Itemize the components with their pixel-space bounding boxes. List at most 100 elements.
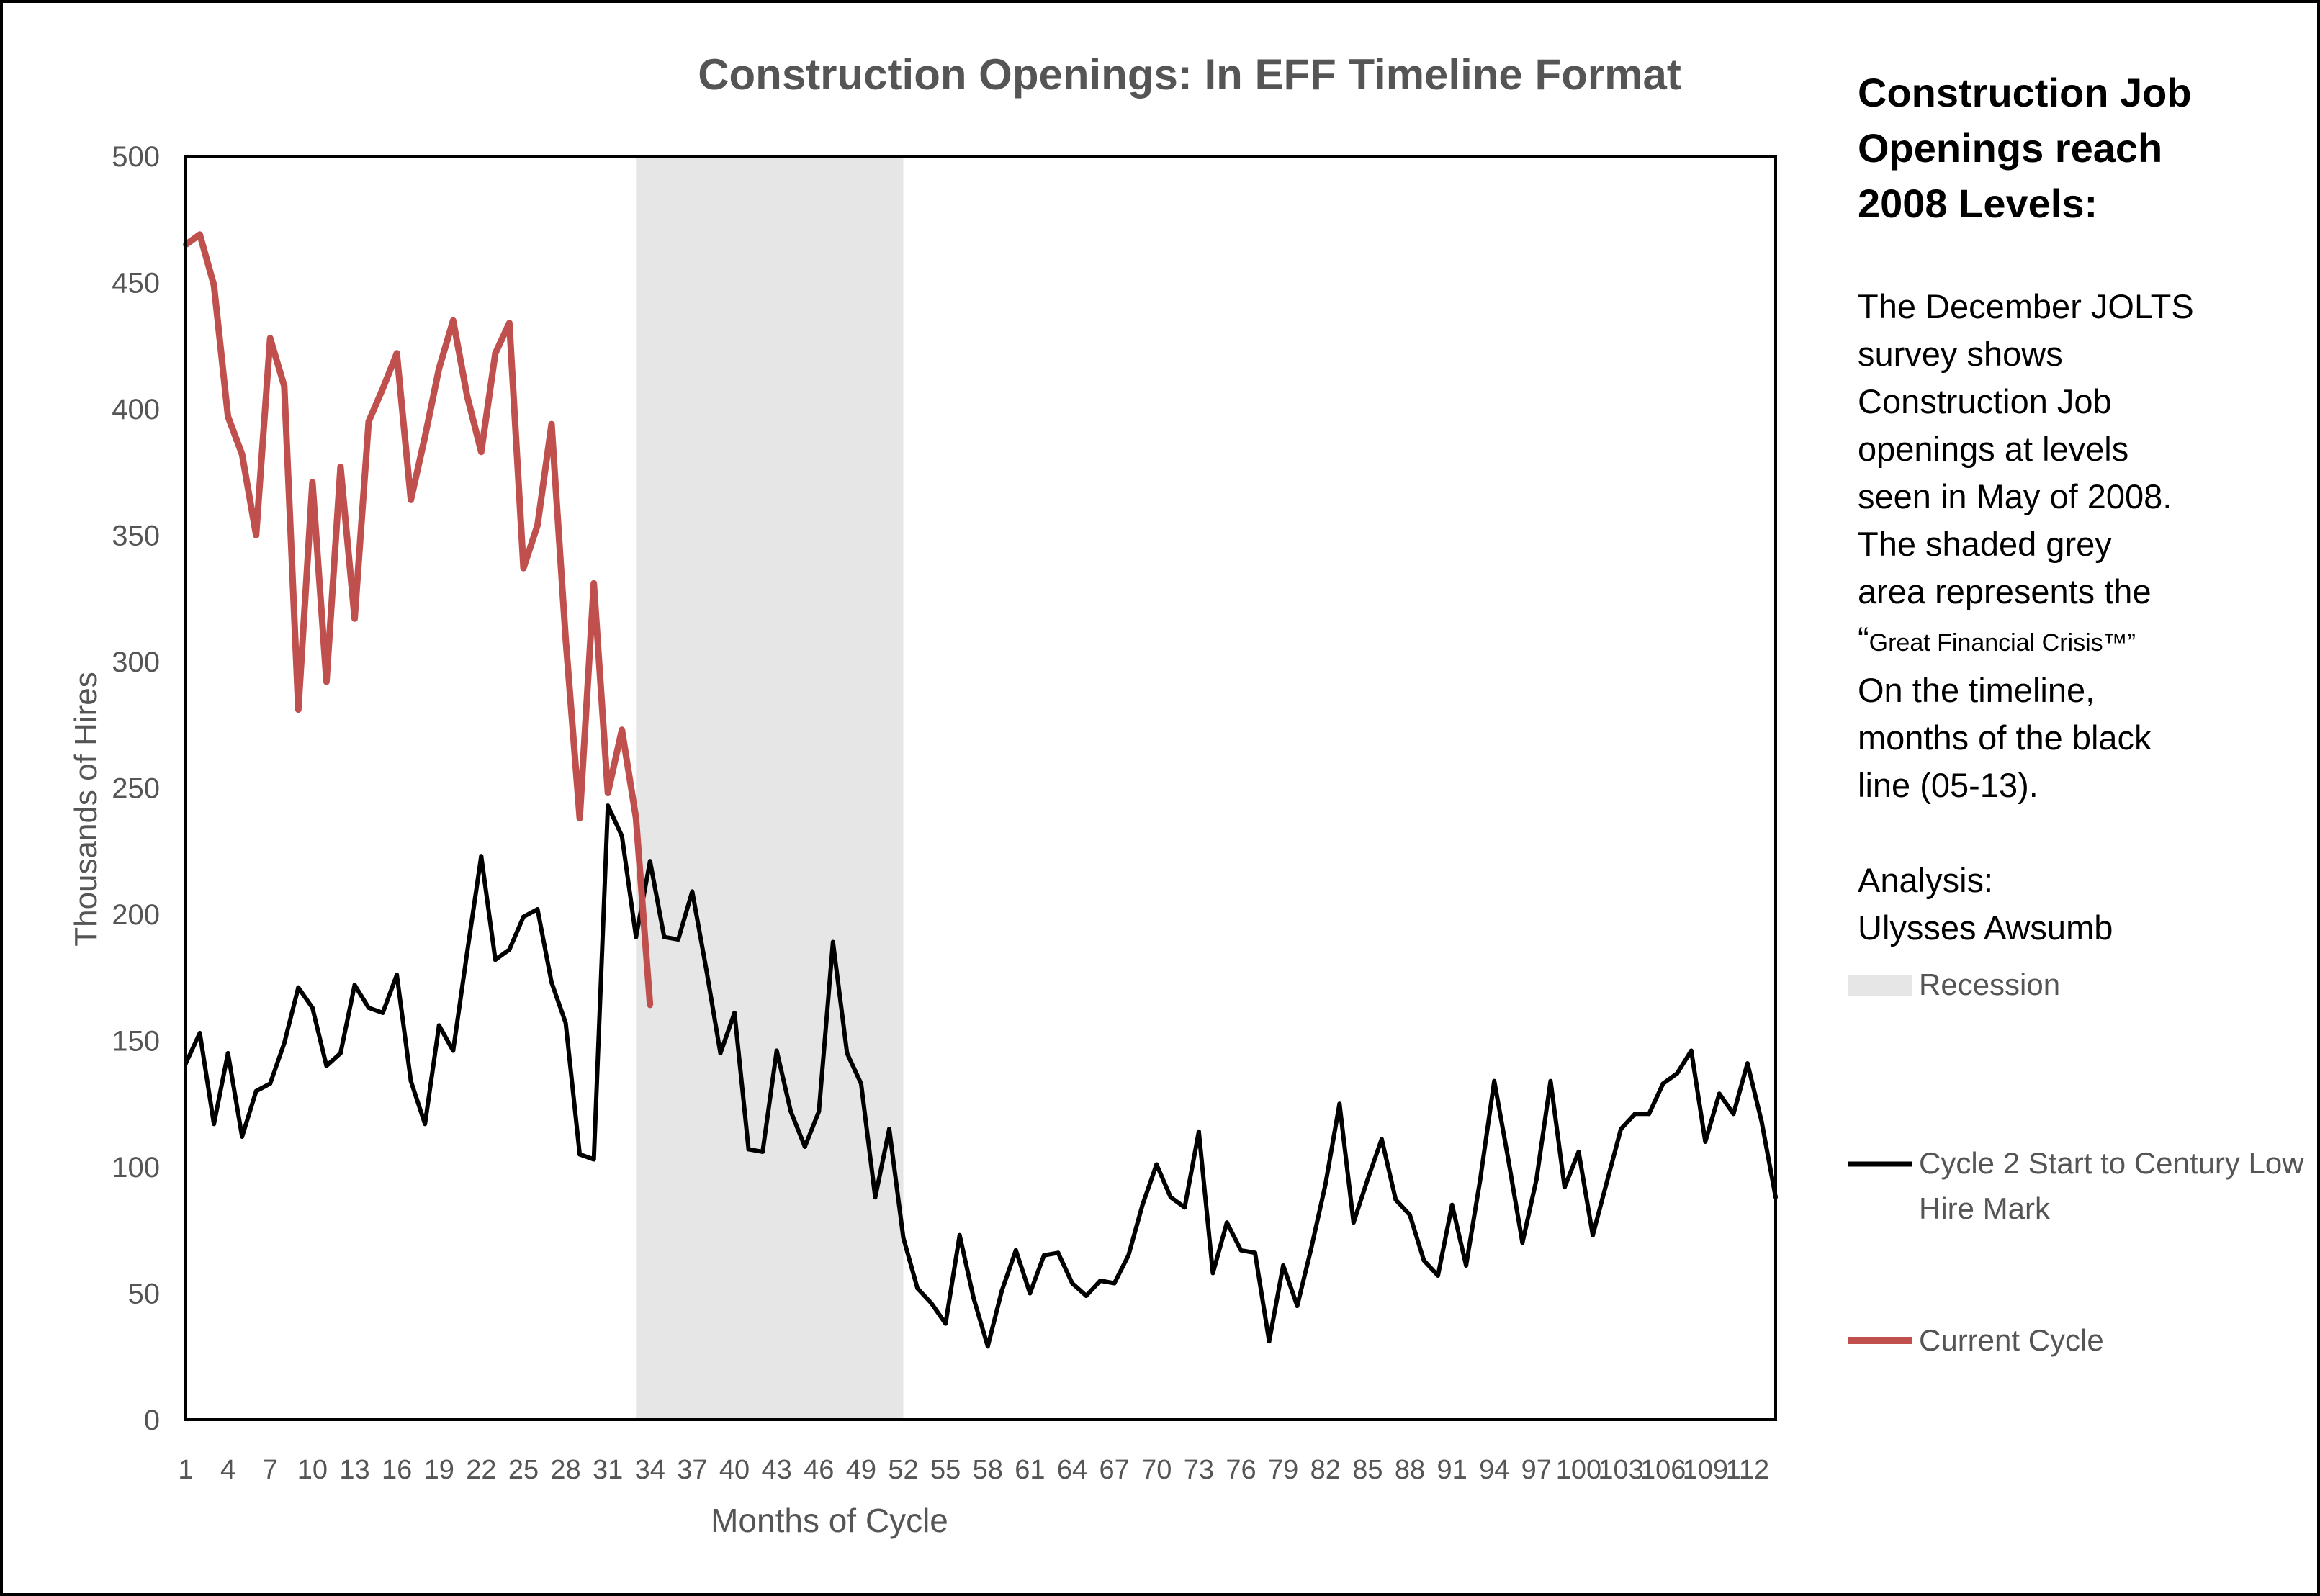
point-cycle2 [1393,1197,1398,1202]
point-cycle2 [1224,1220,1229,1225]
legend-label-current-cycle: Current Cycle [1919,1323,2104,1357]
y-tick-label: 450 [112,268,160,299]
point-cycle2 [915,1286,920,1291]
x-tick-label: 31 [593,1455,623,1485]
point-cycle2 [1182,1205,1187,1210]
point-current-cycle [253,532,259,538]
y-tick-label: 200 [112,899,160,931]
point-cycle2 [338,1051,343,1055]
point-current-cycle [436,365,442,371]
point-cycle2 [310,1005,315,1010]
point-cycle2 [732,1010,737,1015]
y-axis-title: Thousands of Hires [68,672,104,947]
point-cycle2 [1506,1157,1511,1162]
point-cycle2 [408,1078,413,1083]
point-cycle2 [1323,1182,1328,1187]
point-current-cycle [379,385,386,392]
point-cycle2 [1604,1180,1609,1185]
point-cycle2 [943,1321,948,1326]
heading-line: 2008 Levels: [1858,181,2098,226]
legend-swatch-recession [1848,975,1912,996]
x-tick-label: 67 [1099,1455,1129,1485]
point-cycle2 [858,1081,863,1086]
point-cycle2 [436,1023,441,1028]
y-tick-label: 500 [112,141,160,173]
point-cycle2 [507,947,512,952]
point-current-cycle [534,522,541,528]
point-current-cycle [351,616,358,622]
legend-label-cycle2-line2: Hire Mark [1919,1191,2051,1225]
body-line: Construction Job [1858,382,2112,420]
chart-title: Construction Openings: In EFF Timeline F… [698,50,1681,99]
point-cycle2 [1126,1253,1131,1258]
point-cycle2 [1492,1078,1497,1083]
x-tick-label: 88 [1395,1455,1425,1485]
point-cycle2 [647,859,652,864]
point-cycle2 [549,980,554,985]
point-current-cycle [197,231,203,238]
point-current-cycle [408,497,414,503]
point-current-cycle [281,383,287,389]
point-cycle2 [1703,1139,1708,1144]
point-cycle2 [1534,1177,1539,1182]
point-cycle2 [985,1344,990,1349]
x-tick-label: 70 [1141,1455,1172,1485]
point-cycle2 [1028,1291,1033,1296]
point-cycle2 [1619,1127,1624,1132]
y-tick-label: 150 [112,1026,160,1058]
point-cycle2 [563,1020,568,1025]
y-tick-label: 300 [112,646,160,678]
point-cycle2 [1632,1112,1637,1117]
point-current-cycle [590,580,597,587]
point-cycle2 [352,983,357,988]
point-cycle2 [1056,1250,1061,1255]
y-tick-label: 350 [112,520,160,552]
point-cycle2 [197,1031,202,1035]
body-line: line (05-13). [1858,766,2038,804]
point-cycle2 [1253,1250,1257,1255]
point-cycle2 [1238,1248,1244,1253]
x-tick-label: 94 [1479,1455,1509,1485]
series-points [183,231,1778,1349]
x-tick-label: 55 [930,1455,961,1485]
legend-label-recession: Recession [1919,968,2060,1001]
point-cycle2 [521,914,526,919]
x-tick-label: 25 [508,1455,539,1485]
point-cycle2 [1140,1202,1145,1207]
point-cycle2 [240,1134,245,1139]
point-cycle2 [1576,1149,1581,1154]
body-line: area represents the [1858,572,2152,610]
point-cycle2 [268,1081,273,1086]
x-tick-label: 73 [1184,1455,1214,1485]
point-cycle2 [718,1051,723,1055]
x-axis-ticks: 1 4 7 10 13 16 19 22 25 28 31 34 37 40 43 46 49 52 55 58 61 6… [178,1455,1769,1485]
point-cycle2 [1591,1232,1595,1237]
point-cycle2 [1365,1177,1370,1182]
point-cycle2 [690,889,695,894]
point-cycle2 [380,1010,385,1015]
point-current-cycle [562,636,569,642]
analysis-label: Analysis: [1858,861,1994,899]
point-current-cycle [394,350,400,356]
recession-band [636,156,904,1420]
point-cycle2 [675,937,680,942]
x-tick-label: 16 [382,1455,412,1485]
point-current-cycle [464,393,470,400]
series-line-current-cycle [184,231,654,1006]
x-axis-title: Months of Cycle [711,1502,948,1539]
x-tick-label: 52 [888,1455,918,1485]
point-cycle2 [929,1301,934,1306]
point-cycle2 [606,803,611,808]
point-cycle2 [1478,1177,1483,1182]
body-line: On the timeline, [1858,671,2095,709]
point-cycle2 [1379,1137,1384,1142]
point-cycle2 [887,1127,891,1132]
point-current-cycle [239,451,246,458]
point-current-cycle [478,448,485,455]
point-cycle2 [1196,1129,1201,1134]
point-cycle2 [999,1289,1004,1293]
point-cycle2 [395,973,400,978]
point-cycle2 [1562,1185,1567,1190]
point-cycle2 [367,1005,371,1010]
